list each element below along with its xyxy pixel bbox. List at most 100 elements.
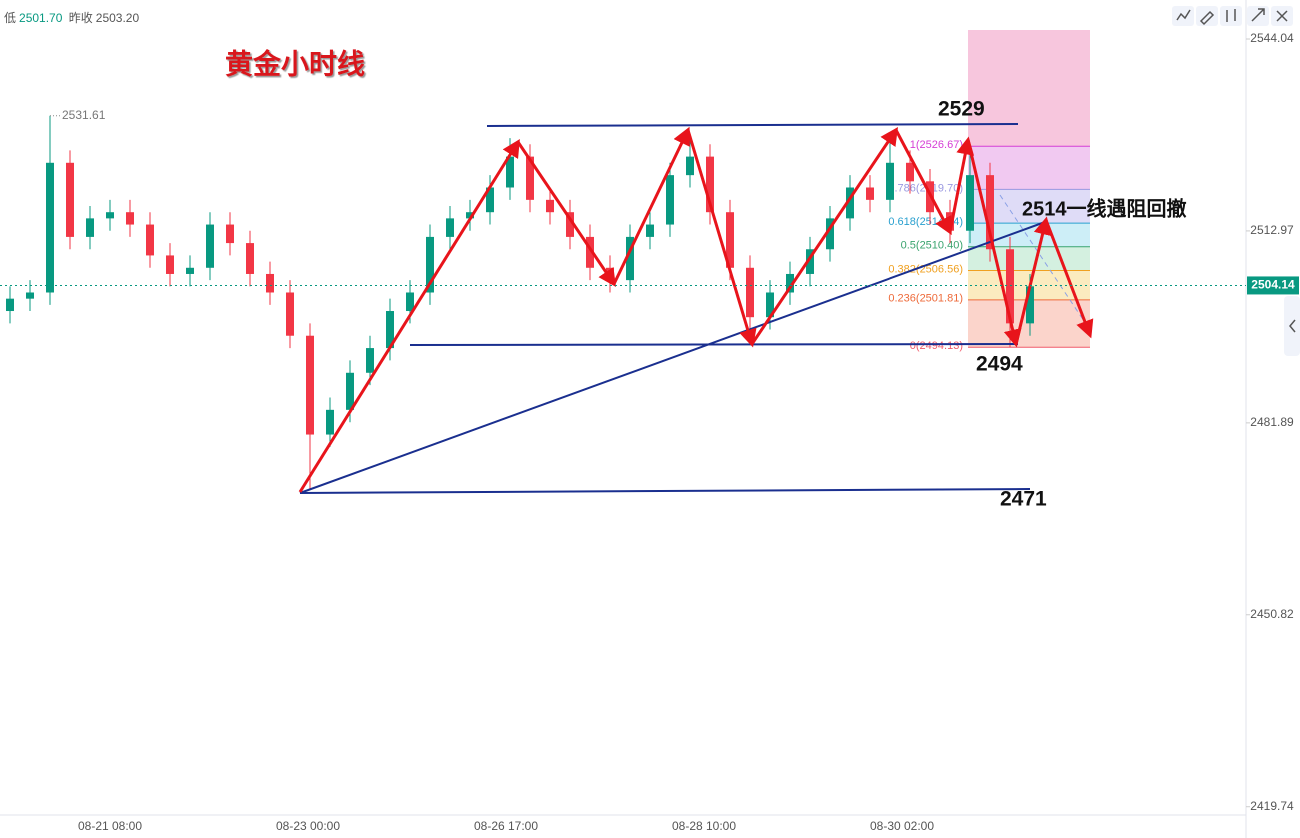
candle-body (706, 156, 714, 213)
x-tick-label: 08-23 00:00 (276, 819, 340, 833)
arrow (1044, 219, 1094, 339)
arrow (894, 129, 952, 236)
arrow (612, 126, 690, 285)
candle-body (6, 298, 14, 312)
candle-body (106, 212, 114, 219)
candle-body (866, 187, 874, 200)
fib-label: 1(2526.67) (910, 139, 963, 151)
candle-body (546, 199, 554, 213)
candle-body (266, 273, 274, 293)
tool-icon (1199, 10, 1215, 26)
candle-body (166, 255, 174, 274)
trend-line (299, 488, 1031, 494)
y-tick-label: 2544.04 (1250, 31, 1294, 45)
arrow (966, 139, 1022, 348)
high-label: 2531.61 (62, 108, 106, 122)
trend-line (409, 343, 1019, 346)
tool-button[interactable] (1220, 6, 1242, 26)
fib-label: 0.236(2501.81) (888, 293, 963, 305)
x-tick-label: 08-21 08:00 (78, 819, 142, 833)
y-tick-label: 2512.97 (1250, 223, 1294, 237)
candle-body (1026, 286, 1034, 324)
candle-body (726, 212, 734, 268)
last-price-tag (1247, 276, 1299, 295)
trend-line (486, 123, 1019, 127)
candle-body (806, 249, 814, 274)
fib-band (968, 223, 1090, 247)
candle-body (646, 224, 654, 237)
candle-body (586, 236, 594, 268)
candle-body (506, 156, 514, 188)
candle-body (286, 292, 294, 336)
candle-body (626, 236, 634, 281)
side-toggle[interactable] (1284, 296, 1300, 356)
candle-body (26, 292, 34, 299)
candle-body (666, 175, 674, 225)
tool-icon (1226, 9, 1236, 22)
toolbar (1172, 6, 1300, 356)
candle-body (526, 156, 534, 200)
candle-body (86, 218, 94, 237)
candle-body (226, 224, 234, 244)
candle-body (46, 162, 54, 293)
arrow (516, 141, 617, 287)
candle-body (826, 218, 834, 250)
candle-body (746, 267, 754, 318)
candle-body (306, 335, 314, 435)
chart-title: 黄金小时线 (225, 47, 365, 79)
candle-body (366, 348, 374, 373)
candle-body (246, 243, 254, 274)
annotation: 2514一线遇阻回撤 (1022, 196, 1187, 220)
candle-body (386, 311, 394, 349)
candle-body (766, 292, 774, 318)
candle-body (786, 273, 794, 293)
fib-label: 0.5(2510.40) (901, 240, 963, 252)
candle-body (906, 162, 914, 182)
candle-body (346, 372, 354, 410)
candle-body (566, 212, 574, 237)
candles (6, 115, 1034, 491)
candle-body (206, 224, 214, 268)
candle-body (846, 187, 854, 219)
arrow (750, 127, 899, 345)
candle-body (406, 292, 414, 312)
arrow (686, 129, 757, 348)
candle-body (446, 218, 454, 237)
dashed-line (999, 194, 1091, 331)
candle-body (886, 162, 894, 200)
tool-icon (1276, 10, 1288, 22)
tool-icon (1176, 9, 1191, 21)
candle-body (486, 187, 494, 213)
candle-body (986, 175, 994, 250)
trend-line (299, 221, 1046, 494)
y-tick-label: 2419.74 (1250, 799, 1294, 813)
candle-body (146, 224, 154, 256)
red-arrows (298, 126, 1094, 493)
fib-label: 0(2494.13) (910, 340, 963, 352)
header-value: 2503.20 (95, 11, 140, 25)
side-toggle-icon (1289, 319, 1296, 333)
fib-band (968, 30, 1090, 147)
trend-lines (299, 123, 1091, 494)
x-tick-label: 08-28 10:00 (672, 819, 736, 833)
candle-body (66, 162, 74, 237)
tool-icon (1251, 8, 1265, 22)
last-price-label: 2504.14 (1251, 278, 1295, 292)
arrow (1014, 216, 1052, 345)
x-tick-label: 08-30 02:00 (870, 819, 934, 833)
candle-body (426, 236, 434, 293)
candle-body (126, 212, 134, 225)
header-value: 2501.70 (19, 11, 63, 25)
candle-body (466, 212, 474, 219)
header-label: 低 (4, 11, 17, 25)
x-tick-label: 08-26 17:00 (474, 819, 538, 833)
candle-body (686, 156, 694, 176)
candle-body (966, 175, 974, 231)
arrow (948, 136, 975, 233)
candle-body (1006, 249, 1014, 324)
annotation: 2529 (938, 98, 985, 121)
arrow (298, 138, 520, 493)
header: 低 2501.70 昨收 2503.20 (4, 9, 142, 26)
